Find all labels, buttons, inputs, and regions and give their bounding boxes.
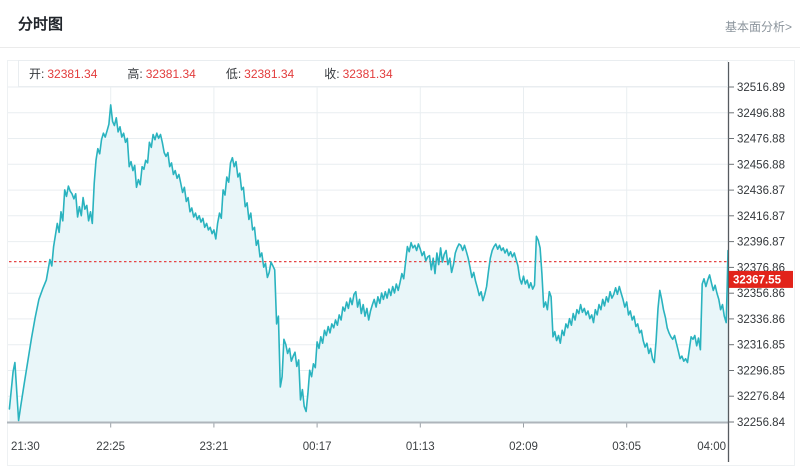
y-axis-label: 32336.86 <box>737 314 785 326</box>
ohlc-low-label: 低: <box>225 67 242 81</box>
y-axis-label: 32276.84 <box>737 391 786 403</box>
y-axis-label: 32356.86 <box>737 288 785 300</box>
ohlc-open-value: 32381.34 <box>47 67 98 81</box>
y-axis-label: 32256.84 <box>737 417 786 429</box>
ohlc-low: 低: 32381.34 <box>226 65 294 82</box>
ohlc-high-label: 高: <box>127 67 143 81</box>
y-axis-label: 32456.88 <box>737 159 785 171</box>
x-axis-label: 01:13 <box>406 441 435 453</box>
ohlc-low-value: 32381.34 <box>244 67 295 81</box>
x-axis-label: 21:30 <box>11 441 40 453</box>
y-axis-label: 32416.87 <box>737 211 785 223</box>
y-axis-label: 32516.89 <box>737 82 785 94</box>
x-axis-label: 02:09 <box>509 441 538 453</box>
y-axis-label: 32476.88 <box>737 134 785 146</box>
ohlc-close-label: 收: <box>324 67 340 81</box>
x-axis-label: 00:17 <box>303 441 332 453</box>
current-price-label: 32367.55 <box>733 274 782 286</box>
y-axis-label: 32436.87 <box>737 185 785 197</box>
y-axis-label: 32296.85 <box>737 366 785 378</box>
ohlc-bar: 开: 32381.34 高: 32381.34 低: 32381.34 收: 32381… <box>18 60 728 87</box>
x-axis-label: 22:25 <box>96 441 125 453</box>
price-line <box>8 104 729 422</box>
page-header: 分时图 基本面分析> <box>0 0 800 48</box>
ohlc-high: 高: 32381.34 <box>127 65 195 82</box>
area-fill <box>9 104 728 423</box>
page-title: 分时图 <box>18 16 64 33</box>
x-axis-label: 04:00 <box>697 441 726 453</box>
ohlc-high-value: 32381.34 <box>145 67 196 81</box>
y-axis-label: 32496.88 <box>737 108 785 120</box>
y-axis-label: 32396.87 <box>737 237 785 249</box>
ohlc-close-value: 32381.34 <box>342 67 393 81</box>
y-axis-label: 32316.85 <box>737 340 785 352</box>
ohlc-open: 开: 32381.34 <box>29 65 97 82</box>
x-axis-label: 03:05 <box>612 441 641 453</box>
ohlc-open-label: 开: <box>29 67 45 81</box>
x-axis-label: 23:21 <box>200 441 229 453</box>
current-price-badge <box>729 270 793 288</box>
fundamental-analysis-link[interactable]: 基本面分析> <box>724 20 792 34</box>
ohlc-close: 收: 32381.34 <box>324 65 392 82</box>
